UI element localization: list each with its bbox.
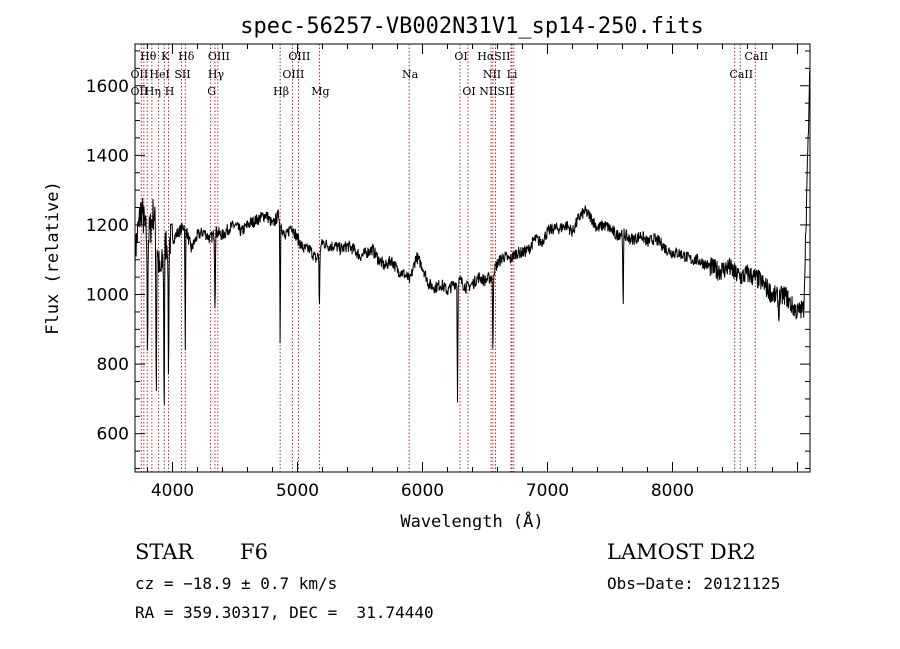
line-label: OIII xyxy=(282,68,304,81)
line-label: Mg xyxy=(311,85,329,98)
line-label: Hθ xyxy=(140,50,157,63)
y-tick-label: 1400 xyxy=(86,146,129,166)
line-label: CaII xyxy=(729,68,753,81)
spectral-line-markers xyxy=(140,44,756,472)
line-label: G xyxy=(207,85,216,98)
redshift-cz: cz = −18.9 ± 0.7 km/s xyxy=(135,574,338,593)
line-label: K xyxy=(161,50,170,63)
ra-dec-coordinates: RA = 359.30317, DEC = 31.74440 xyxy=(135,603,434,622)
plot-frame xyxy=(134,43,811,473)
spectrum-series-line xyxy=(134,68,811,405)
x-tick-label: 6000 xyxy=(401,481,444,501)
x-axis-ticks: 4000 5000 6000 7000 8000 xyxy=(147,44,798,501)
line-label: Li xyxy=(507,68,518,81)
y-tick-label: 1200 xyxy=(86,216,129,236)
line-label: OII xyxy=(131,68,149,81)
line-label: Hγ xyxy=(208,68,225,81)
y-tick-label: 1600 xyxy=(86,77,129,97)
observation-date: Obs−Date: 20121125 xyxy=(607,574,781,593)
line-label: OIII xyxy=(208,50,230,63)
y-axis-label: Flux (relative) xyxy=(43,181,63,335)
line-label: HαSII xyxy=(477,50,510,63)
x-axis-label: Wavelength (Å) xyxy=(400,510,543,530)
line-label: CaII xyxy=(744,50,768,63)
line-label: SII xyxy=(174,68,190,81)
line-label: H xyxy=(165,85,175,98)
object-type: STAR xyxy=(135,540,194,564)
line-label: NII xyxy=(483,68,501,81)
chart-title: spec-56257-VB002N31V1_sp14-250.fits xyxy=(240,14,704,39)
x-tick-label: 7000 xyxy=(526,481,569,501)
line-label: NIISII xyxy=(479,85,514,98)
object-subclass: F6 xyxy=(240,540,268,564)
x-tick-label: 8000 xyxy=(651,481,694,501)
spectrum-chart: spec-56257-VB002N31V1_sp14-250.fits Hθ OI… xyxy=(43,14,811,530)
line-label: OIII xyxy=(288,50,310,63)
y-tick-label: 1000 xyxy=(86,286,129,306)
y-tick-label: 800 xyxy=(97,355,129,375)
survey-name: LAMOST DR2 xyxy=(607,540,756,564)
line-label: OI xyxy=(454,50,467,63)
y-tick-label: 600 xyxy=(97,425,129,445)
line-label: Hδ xyxy=(178,50,195,63)
y-axis-ticks: 600 800 1000 1200 1400 1600 xyxy=(86,50,810,470)
line-label: HeI xyxy=(149,68,169,81)
x-tick-label: 4000 xyxy=(151,481,194,501)
line-label: Hη xyxy=(145,85,161,98)
x-tick-label: 5000 xyxy=(276,481,319,501)
line-label: Hβ xyxy=(273,85,289,98)
line-label: Na xyxy=(402,68,419,81)
line-label: OI xyxy=(462,85,475,98)
